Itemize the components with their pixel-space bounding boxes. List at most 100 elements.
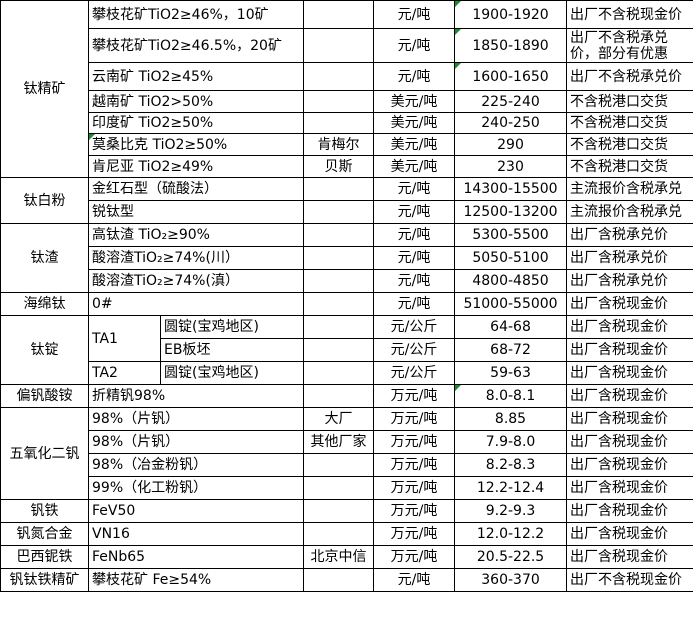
price-cell[interactable]: 1850-1890 xyxy=(454,28,568,63)
product-cell[interactable]: 印度矿 TiO2≥50% xyxy=(87,112,305,134)
price-cell[interactable]: 1600-1650 xyxy=(454,62,568,91)
price-cell[interactable]: 12500-13200 xyxy=(454,200,568,224)
note-cell[interactable]: 出厂不含税现金价 xyxy=(566,0,693,29)
company-cell[interactable] xyxy=(303,338,375,362)
product-cell[interactable]: 锐钛型 xyxy=(87,200,305,224)
note-cell[interactable]: 出厂含税现金价 xyxy=(566,545,693,569)
unit-cell[interactable]: 元/公斤 xyxy=(373,315,456,339)
company-cell[interactable] xyxy=(303,522,375,546)
note-cell[interactable]: 出厂含税现金价 xyxy=(566,522,693,546)
company-cell[interactable] xyxy=(303,223,375,247)
unit-cell[interactable]: 万元/吨 xyxy=(373,522,456,546)
price-cell[interactable]: 290 xyxy=(454,133,568,156)
unit-cell[interactable]: 元/吨 xyxy=(373,246,456,270)
grade-cell[interactable]: TA2 xyxy=(88,361,161,385)
price-cell[interactable]: 64-68 xyxy=(454,315,568,339)
price-cell[interactable]: 51000-55000 xyxy=(454,292,568,316)
note-cell[interactable]: 不含税港口交货 xyxy=(566,133,693,156)
company-cell[interactable] xyxy=(303,361,375,385)
price-cell[interactable]: 1900-1920 xyxy=(454,0,568,29)
price-cell[interactable]: 8.2-8.3 xyxy=(454,453,568,477)
company-cell[interactable] xyxy=(303,269,375,293)
category-cell[interactable]: 海绵钛 xyxy=(0,292,89,316)
note-cell[interactable]: 出厂不含税现金价 xyxy=(566,568,693,592)
company-cell[interactable] xyxy=(303,292,375,316)
company-cell[interactable]: 肯梅尔 xyxy=(303,133,375,156)
note-cell[interactable]: 出厂含税现金价 xyxy=(566,476,693,500)
note-cell[interactable]: 出厂含税现金价 xyxy=(566,499,693,523)
sub-product-cell[interactable]: 圆锭(宝鸡地区) xyxy=(159,315,305,339)
company-cell[interactable] xyxy=(303,62,375,91)
price-cell[interactable]: 7.9-8.0 xyxy=(454,430,568,454)
company-cell[interactable] xyxy=(303,476,375,500)
price-cell[interactable]: 14300-15500 xyxy=(454,177,568,201)
note-cell[interactable]: 出厂不含税承兑价 xyxy=(566,62,693,91)
unit-cell[interactable]: 元/吨 xyxy=(373,0,456,29)
price-cell[interactable]: 230 xyxy=(454,155,568,178)
price-cell[interactable]: 5300-5500 xyxy=(454,223,568,247)
product-cell[interactable]: 金红石型（硫酸法） xyxy=(87,177,305,201)
note-cell[interactable]: 出厂不含税承兑价，部分有优惠 xyxy=(566,28,693,63)
product-cell[interactable]: 越南矿 TiO2>50% xyxy=(87,90,305,113)
category-cell[interactable]: 巴西铌铁 xyxy=(0,545,89,569)
price-cell[interactable]: 4800-4850 xyxy=(454,269,568,293)
company-cell[interactable] xyxy=(303,246,375,270)
unit-cell[interactable]: 元/吨 xyxy=(373,292,456,316)
note-cell[interactable]: 出厂含税承兑价 xyxy=(566,269,693,293)
company-cell[interactable]: 其他厂家 xyxy=(303,430,375,454)
note-cell[interactable]: 不含税港口交货 xyxy=(566,155,693,178)
note-cell[interactable]: 不含税港口交货 xyxy=(566,90,693,113)
note-cell[interactable]: 出厂含税承兑价 xyxy=(566,246,693,270)
price-cell[interactable]: 8.0-8.1 xyxy=(454,384,568,408)
unit-cell[interactable]: 元/公斤 xyxy=(373,338,456,362)
price-cell[interactable]: 5050-5100 xyxy=(454,246,568,270)
product-cell[interactable]: 攀枝花矿 Fe≥54% xyxy=(87,568,305,592)
note-cell[interactable]: 主流报价含税承兑 xyxy=(566,177,693,201)
note-cell[interactable]: 不含税港口交货 xyxy=(566,112,693,134)
unit-cell[interactable]: 元/吨 xyxy=(373,62,456,91)
product-cell[interactable]: 攀枝花矿TiO2≥46%，10矿 xyxy=(87,0,305,29)
company-cell[interactable] xyxy=(303,0,375,29)
note-cell[interactable]: 主流报价含税承兑 xyxy=(566,200,693,224)
product-cell[interactable]: 0# xyxy=(87,292,305,316)
company-cell[interactable] xyxy=(303,568,375,592)
price-cell[interactable]: 360-370 xyxy=(454,568,568,592)
unit-cell[interactable]: 美元/吨 xyxy=(373,133,456,156)
note-cell[interactable]: 出厂含税现金价 xyxy=(566,453,693,477)
company-cell[interactable] xyxy=(303,499,375,523)
price-cell[interactable]: 9.2-9.3 xyxy=(454,499,568,523)
category-cell[interactable]: 偏钒酸铵 xyxy=(0,384,89,408)
note-cell[interactable]: 出厂含税现金价 xyxy=(566,361,693,385)
price-cell[interactable]: 8.85 xyxy=(454,407,568,431)
product-cell[interactable]: 98%（片钒） xyxy=(87,407,305,431)
category-cell[interactable]: 钛渣 xyxy=(0,223,89,293)
unit-cell[interactable]: 万元/吨 xyxy=(373,545,456,569)
unit-cell[interactable]: 元/吨 xyxy=(373,28,456,63)
product-cell[interactable]: 酸溶渣TiO₂≥74%(滇） xyxy=(87,269,305,293)
unit-cell[interactable]: 美元/吨 xyxy=(373,155,456,178)
product-cell[interactable]: FeV50 xyxy=(87,499,305,523)
category-cell[interactable]: 钒氮合金 xyxy=(0,522,89,546)
company-cell[interactable] xyxy=(303,28,375,63)
company-cell[interactable] xyxy=(303,453,375,477)
unit-cell[interactable]: 美元/吨 xyxy=(373,112,456,134)
sub-product-cell[interactable]: 圆锭(宝鸡地区) xyxy=(159,361,305,385)
product-cell[interactable]: 折精钒98% xyxy=(87,384,305,408)
product-cell[interactable]: 莫桑比克 TiO2≥50% xyxy=(87,133,305,156)
unit-cell[interactable]: 万元/吨 xyxy=(373,384,456,408)
product-cell[interactable]: 云南矿 TiO2≥45% xyxy=(87,62,305,91)
category-cell[interactable]: 五氧化二钒 xyxy=(0,407,89,500)
product-cell[interactable]: 98%（片钒） xyxy=(87,430,305,454)
unit-cell[interactable]: 元/公斤 xyxy=(373,361,456,385)
price-cell[interactable]: 59-63 xyxy=(454,361,568,385)
product-cell[interactable]: 98%（冶金粉钒） xyxy=(87,453,305,477)
grade-cell[interactable]: TA1 xyxy=(88,315,161,362)
note-cell[interactable]: 出厂含税承兑价 xyxy=(566,223,693,247)
unit-cell[interactable]: 元/吨 xyxy=(373,568,456,592)
product-cell[interactable]: 99%（化工粉钒） xyxy=(87,476,305,500)
product-cell[interactable]: 攀枝花矿TiO2≥46.5%，20矿 xyxy=(87,28,305,63)
company-cell[interactable] xyxy=(303,384,375,408)
category-cell[interactable]: 钛白粉 xyxy=(0,177,89,224)
company-cell[interactable] xyxy=(303,200,375,224)
unit-cell[interactable]: 元/吨 xyxy=(373,200,456,224)
